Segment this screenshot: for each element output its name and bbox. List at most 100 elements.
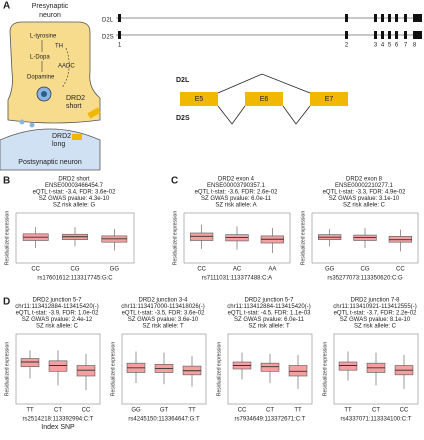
chart-title: DRD2 junction 3-4 bbox=[138, 298, 188, 304]
label: Postsynaptic neuron bbox=[18, 159, 82, 166]
label: long bbox=[52, 141, 65, 148]
label: neuron bbox=[39, 12, 61, 19]
panel-letter: C bbox=[171, 176, 178, 187]
chart-title: DRD2 exon 4 bbox=[218, 177, 255, 183]
panel-letter: A bbox=[3, 1, 10, 12]
x-tick-label: GT bbox=[160, 408, 169, 414]
x-axis-label: rs2514218:113392994:C:T bbox=[23, 417, 94, 423]
exon-number: 3 bbox=[374, 43, 378, 49]
box bbox=[338, 361, 358, 371]
x-tick-label: GG bbox=[131, 408, 141, 414]
track-label: D2L bbox=[102, 18, 114, 24]
x-tick-label: GG bbox=[110, 267, 120, 273]
x-tick-label: CC bbox=[400, 408, 409, 414]
chart-title: eQTL t-stat: -3.3, FDR: 4.9e-02 bbox=[323, 190, 406, 196]
exon bbox=[388, 14, 391, 22]
chart-title: SZ risk allele: T bbox=[248, 324, 290, 330]
label: AADC bbox=[58, 64, 75, 70]
exon-number: 6 bbox=[395, 43, 399, 49]
isoform-label: D2L bbox=[176, 77, 190, 84]
receptor bbox=[72, 134, 82, 140]
x-tick-label: CG bbox=[71, 267, 80, 273]
x-tick-label: TT bbox=[188, 408, 196, 414]
chart-title: ENSE00003466454.7 bbox=[45, 183, 104, 189]
x-axis-label: rs4245150:113364647:G:T bbox=[128, 417, 200, 423]
x-axis-label: rs7111031:113377488:C:A bbox=[202, 276, 272, 282]
label: TH bbox=[55, 44, 63, 50]
box bbox=[20, 358, 40, 367]
y-axis-label: Residualized expression bbox=[172, 211, 178, 265]
exon-number: 5 bbox=[388, 43, 392, 49]
chart-title: eQTL t-stat: -4.5, FDR: 1.1e-03 bbox=[228, 311, 311, 317]
label: L-Dopa bbox=[30, 55, 50, 61]
chart-title: chr11:113412884-113415420(-) bbox=[15, 304, 98, 310]
exon bbox=[381, 31, 384, 39]
x-tick-label: CC bbox=[82, 408, 91, 414]
x-axis-title: Index SNP bbox=[41, 424, 75, 431]
chart-title: ENSE00003790357.1 bbox=[207, 183, 266, 189]
chart-title: SZ GWAS pvalue: 4.3e-10 bbox=[39, 196, 110, 202]
chart-title: eQTL t-stat: -3.9, FDR: 1.0e-02 bbox=[16, 311, 99, 317]
exon-box bbox=[310, 92, 348, 106]
dopamine bbox=[19, 119, 25, 125]
exon bbox=[374, 14, 377, 22]
x-tick-label: AA bbox=[268, 267, 276, 273]
box bbox=[260, 362, 280, 372]
exon-number: 2 bbox=[345, 43, 349, 49]
x-tick-label: CT bbox=[54, 408, 62, 414]
exon bbox=[413, 31, 422, 39]
track-label: D2S bbox=[102, 35, 114, 41]
y-axis-label: Residualized expression bbox=[110, 342, 116, 396]
exon-number: 7 bbox=[404, 43, 408, 49]
x-axis-label: rs4337071:113334100:C:T bbox=[341, 417, 412, 423]
x-tick-label: GG bbox=[325, 267, 335, 273]
label: Dopamine bbox=[27, 75, 55, 81]
box bbox=[48, 360, 68, 372]
chart-title: DRD2 junction 5-7 bbox=[244, 298, 294, 304]
x-axis-label: rs35277073:113350620:C:G bbox=[327, 276, 403, 282]
exon bbox=[118, 31, 121, 39]
x-axis-label: rs7934649:113372671:C:T bbox=[235, 417, 306, 423]
chart-title: chr11:113410921-113412555(-) bbox=[333, 304, 416, 310]
exon-number: 1 bbox=[118, 43, 122, 49]
exon bbox=[404, 31, 407, 39]
exon bbox=[345, 31, 348, 39]
y-axis-label: Residualized expression bbox=[216, 342, 222, 396]
x-tick-label: TT bbox=[294, 408, 302, 414]
exon-box bbox=[180, 92, 218, 106]
x-tick-label: CC bbox=[396, 267, 405, 273]
x-tick-label: CT bbox=[266, 408, 274, 414]
exon-number: 4 bbox=[381, 43, 385, 49]
feedback-arrow bbox=[61, 47, 70, 89]
panel-letter: D bbox=[3, 297, 10, 308]
exon bbox=[404, 14, 407, 22]
y-axis-label: Residualized expression bbox=[4, 211, 10, 265]
label: DRD2 bbox=[52, 133, 71, 140]
isoform-label: D2S bbox=[176, 115, 190, 122]
exon bbox=[388, 31, 391, 39]
chart-title: ENSE00002210277.1 bbox=[335, 183, 394, 189]
chart-title: DRD2 exon 8 bbox=[346, 177, 383, 183]
exon bbox=[413, 14, 422, 22]
chart-title: SZ risk allele: C bbox=[36, 324, 79, 330]
chart-title: eQTL t-stat: -3.6, FDR: 2.6e-02 bbox=[195, 190, 278, 196]
label: Presynaptic bbox=[32, 3, 69, 10]
exon bbox=[118, 14, 121, 22]
chart-title: SZ GWAS pvalue: 6.0e-11 bbox=[234, 317, 305, 323]
exon bbox=[381, 14, 384, 22]
chart-title: SZ GWAS pvalue: 8.1e-10 bbox=[340, 317, 411, 323]
x-tick-label: CC bbox=[31, 267, 40, 273]
splice-line bbox=[217, 105, 311, 125]
chart-title: SZ risk allele: C bbox=[343, 203, 386, 209]
chart-title: SZ GWAS pvalue: 3.6e-10 bbox=[128, 317, 199, 323]
chart-title: chr11:113417000-113418026(-) bbox=[121, 304, 204, 310]
box bbox=[76, 365, 96, 377]
vesicle-core bbox=[41, 91, 47, 97]
chart-title: eQTL t-stat: -3.7, FDR: 2.2e-02 bbox=[334, 311, 417, 317]
x-tick-label: CG bbox=[361, 267, 370, 273]
exon-label: E5 bbox=[195, 96, 204, 103]
y-axis-label: Residualized expression bbox=[300, 211, 306, 265]
x-tick-label: TT bbox=[26, 408, 34, 414]
exon-label: E6 bbox=[260, 96, 269, 103]
